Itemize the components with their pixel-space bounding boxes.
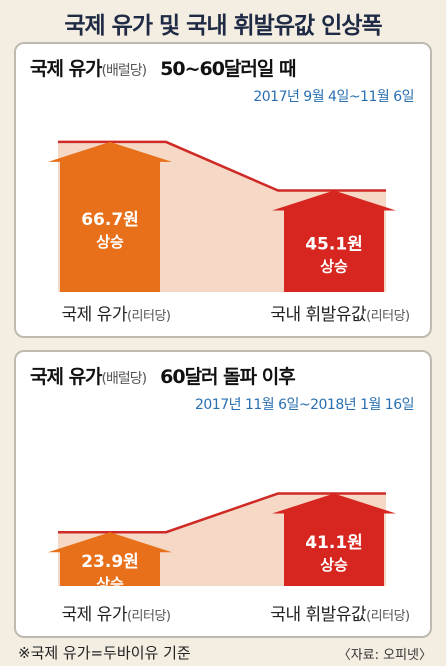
bar-value-label: 41.1원 xyxy=(305,533,363,553)
category-unit: (리터당) xyxy=(366,309,410,324)
bar-direction-label: 상승 xyxy=(96,233,124,251)
bar-direction-label: 상승 xyxy=(320,556,348,574)
panel-1-title-unit: (배럴당) xyxy=(101,63,148,79)
bar-direction-label: 상승 xyxy=(96,575,124,593)
panel-1-title-condition: 50~60달러일 때 xyxy=(160,58,296,80)
bar-value-label: 23.9원 xyxy=(81,552,139,572)
panel-2-period: 2017년 11월 6일~2018년 1월 16일 xyxy=(194,397,415,413)
price-line xyxy=(58,492,386,534)
panel-1-period: 2017년 9월 4일~11월 6일 xyxy=(253,89,414,105)
chart-panel-1: 국제 유가(배럴당) 50~60달러일 때 2017년 9월 4일~11월 6일 … xyxy=(14,42,432,338)
category-label: 국제 유가(리터당) xyxy=(62,305,171,325)
category-name: 국내 휘발유값 xyxy=(270,605,367,625)
category-name: 국제 유가 xyxy=(62,605,128,625)
panel-2-title-condition: 60달러 돌파 이후 xyxy=(160,366,296,388)
infographic-title: 국제 유가 및 국내 휘발유값 인상폭 xyxy=(64,13,382,39)
panel-2-title-main: 국제 유가 xyxy=(30,366,103,388)
bar-value-label: 45.1원 xyxy=(305,234,363,254)
category-label: 국제 유가(리터당) xyxy=(62,605,171,625)
international-oil-arrow xyxy=(48,532,172,586)
footnote: ※국제 유가=두바이유 기준 xyxy=(18,644,191,662)
category-label: 국내 휘발유값(리터당) xyxy=(270,305,409,325)
domestic-gasoline-arrow xyxy=(272,190,396,292)
chart-panel-2: 국제 유가(배럴당) 60달러 돌파 이후 2017년 11월 6일~2018년 … xyxy=(14,350,432,638)
bar-direction-label: 상승 xyxy=(320,257,348,275)
category-label: 국내 휘발유값(리터당) xyxy=(270,605,409,625)
source-note: 〈자료: 오피넷〉 xyxy=(337,648,432,663)
domestic-gasoline-arrow xyxy=(272,493,396,586)
category-unit: (리터당) xyxy=(127,609,171,624)
price-line xyxy=(58,140,386,192)
panel-1-title: 국제 유가(배럴당) 50~60달러일 때 xyxy=(30,54,296,81)
international-oil-arrow xyxy=(48,141,172,292)
panel-2-title-unit: (배럴당) xyxy=(101,371,148,387)
category-unit: (리터당) xyxy=(366,609,410,624)
bar-value-label: 66.7원 xyxy=(81,210,139,230)
panel-2-title: 국제 유가(배럴당) 60달러 돌파 이후 xyxy=(30,362,296,389)
category-name: 국내 휘발유값 xyxy=(270,305,367,325)
category-unit: (리터당) xyxy=(127,309,171,324)
panel-1-title-main: 국제 유가 xyxy=(30,58,103,80)
category-name: 국제 유가 xyxy=(62,305,128,325)
